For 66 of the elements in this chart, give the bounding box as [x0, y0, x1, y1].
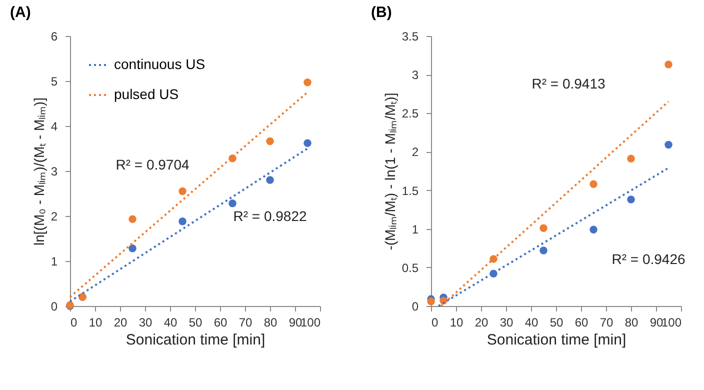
x-axis-title: Sonication time [min]: [126, 332, 266, 348]
x-tick-label: 90: [288, 316, 302, 330]
legend-label: pulsed US: [114, 86, 179, 102]
x-tick-label: 50: [550, 316, 564, 330]
x-tick-label: 100: [661, 316, 682, 330]
point: [627, 196, 635, 204]
y-tick-label: 5: [50, 74, 58, 88]
point: [590, 180, 598, 188]
x-tick-label: 100: [300, 316, 321, 330]
y-tick-label: 2.5: [402, 106, 419, 121]
x-tick-label: 50: [188, 316, 202, 330]
x-tick-label: 0: [70, 316, 78, 330]
x-tick-label: 80: [264, 316, 278, 330]
annotation: R² = 0.9413: [532, 76, 606, 92]
x-tick-label: 10: [88, 316, 102, 330]
y-tick-label: 2: [412, 145, 419, 160]
point: [266, 137, 274, 146]
y-tick-label: 1: [50, 254, 58, 268]
annotation: R² = 0.9822: [233, 208, 307, 224]
y-axis-title: -(Mₗᵢₘ/Mₜ) - ln(1 - Mₗᵢₘ/Mₜ)]: [382, 92, 398, 250]
x-tick-label: 10: [450, 316, 464, 330]
x-tick-label: 0: [432, 316, 438, 330]
point: [304, 139, 312, 147]
y-tick-label: 1.5: [402, 184, 419, 198]
x-tick-label: 90: [650, 316, 664, 330]
y-tick-label: 0.5: [402, 260, 419, 275]
x-tick-label: 30: [500, 316, 514, 330]
point: [178, 187, 186, 196]
y-tick-label: 0: [412, 300, 419, 314]
point: [627, 154, 635, 163]
y-tick-label: 0: [50, 300, 58, 314]
point: [590, 226, 598, 234]
y-tick-label: 6: [50, 30, 58, 44]
y-tick-label: 3: [412, 68, 419, 82]
point: [664, 140, 672, 149]
y-tick-label: 3.5: [402, 30, 419, 44]
y-tick-label: 4: [50, 120, 58, 134]
x-tick-label: 30: [138, 316, 152, 330]
point: [304, 78, 312, 86]
point: [178, 218, 186, 226]
point: [266, 176, 274, 184]
point: [540, 224, 548, 232]
x-tick-label: 80: [624, 316, 638, 330]
point: [540, 246, 548, 254]
x-tick-label: 70: [238, 316, 252, 330]
y-axis-title: ln[(M₀ - Mₗᵢₘ)/(Mₜ - Mₗᵢₘ)]: [30, 98, 47, 246]
x-tick-label: 60: [214, 316, 228, 330]
y-tick-label: 3: [50, 164, 58, 178]
legend-label: continuous US: [114, 56, 206, 72]
x-tick-label: 20: [114, 316, 128, 330]
point: [228, 200, 236, 208]
x-axis-title: Sonication time [min]: [486, 332, 626, 348]
chart-title: (B): [371, 4, 392, 21]
x-tick-label: 20: [474, 316, 488, 330]
annotation: R² = 0.9426: [612, 251, 686, 268]
y-tick-label: 1: [412, 222, 419, 236]
x-tick-label: 70: [600, 316, 614, 330]
point: [664, 60, 672, 68]
x-tick-label: 40: [524, 316, 538, 330]
annotation: R² = 0.9704: [116, 156, 190, 173]
y-tick-label: 2: [50, 210, 58, 224]
x-tick-label: 40: [164, 316, 178, 330]
chart-title: (A): [10, 4, 31, 21]
point: [128, 215, 136, 224]
point: [128, 244, 136, 252]
x-tick-label: 60: [574, 316, 588, 330]
